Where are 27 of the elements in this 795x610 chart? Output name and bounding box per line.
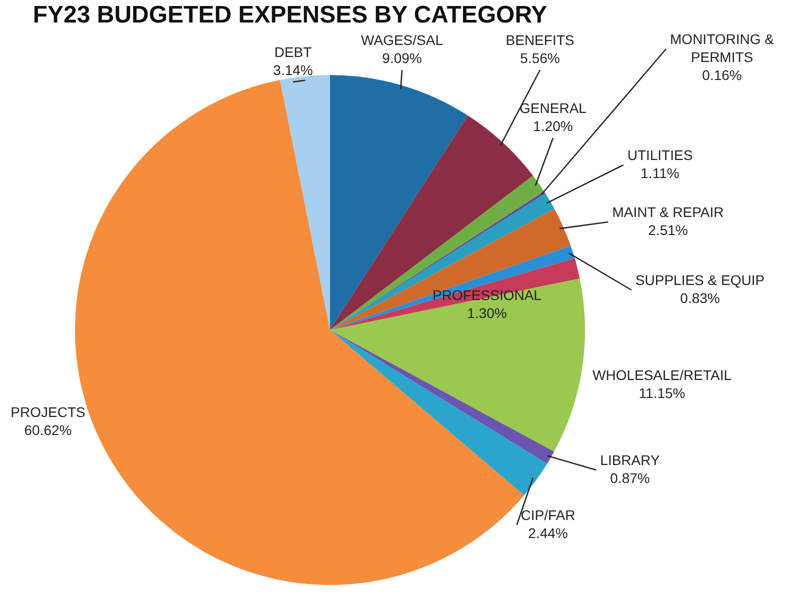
- chart-title: FY23 BUDGETED EXPENSES BY CATEGORY: [32, 2, 548, 29]
- slice-label: MONITORING & PERMITS: [670, 30, 775, 65]
- slice-label: WAGES/SAL: [361, 32, 444, 48]
- data-label: 1.11%: [640, 164, 680, 181]
- slice-label: CIP/FAR: [520, 506, 576, 523]
- slice-label: PROFESSIONAL: [432, 286, 542, 303]
- data-label: 3.14%: [273, 62, 313, 78]
- slice-label: UTILITIES: [627, 146, 693, 163]
- slice-label: WHOLESALE/RETAIL: [592, 366, 732, 383]
- data-label: 60.62%: [24, 422, 72, 438]
- data-label: 0.83%: [680, 290, 720, 306]
- slice-label: LIBRARY: [600, 452, 660, 468]
- data-label: 0.87%: [610, 470, 650, 486]
- slice-label: GENERAL: [520, 100, 587, 116]
- data-label: 2.51%: [648, 222, 688, 238]
- slice-label: PROJECTS: [10, 404, 86, 420]
- data-label: 9.09%: [382, 50, 422, 66]
- data-label: 2.44%: [528, 524, 568, 541]
- slice-label: SUPPLIES & EQUIP: [635, 272, 765, 288]
- slice-label: MAINT & REPAIR: [612, 204, 724, 220]
- slice-label: DEBT: [274, 44, 312, 60]
- data-label: 0.16%: [702, 66, 742, 83]
- data-label: 1.30%: [467, 304, 507, 321]
- slice-label: BENEFITS: [506, 32, 574, 48]
- data-label: 11.15%: [638, 384, 686, 401]
- data-label: 1.20%: [533, 118, 573, 134]
- data-label: 5.56%: [520, 50, 560, 66]
